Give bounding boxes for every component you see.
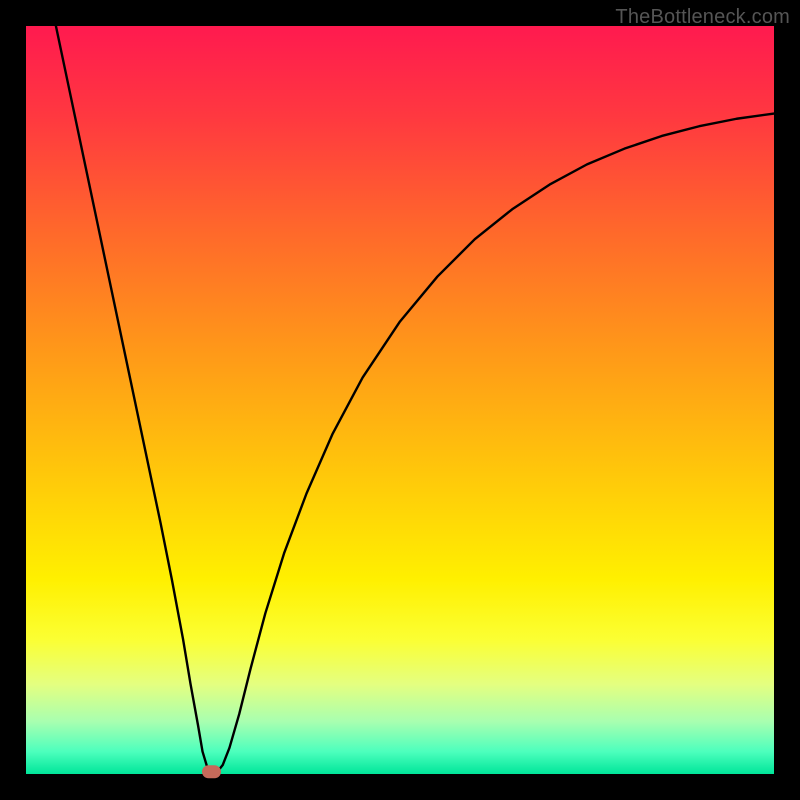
watermark-text: TheBottleneck.com [615, 6, 790, 29]
chart-svg [0, 0, 800, 800]
chart-container: TheBottleneck.com [0, 0, 800, 800]
plot-background [26, 26, 774, 774]
minimum-marker [203, 766, 221, 778]
